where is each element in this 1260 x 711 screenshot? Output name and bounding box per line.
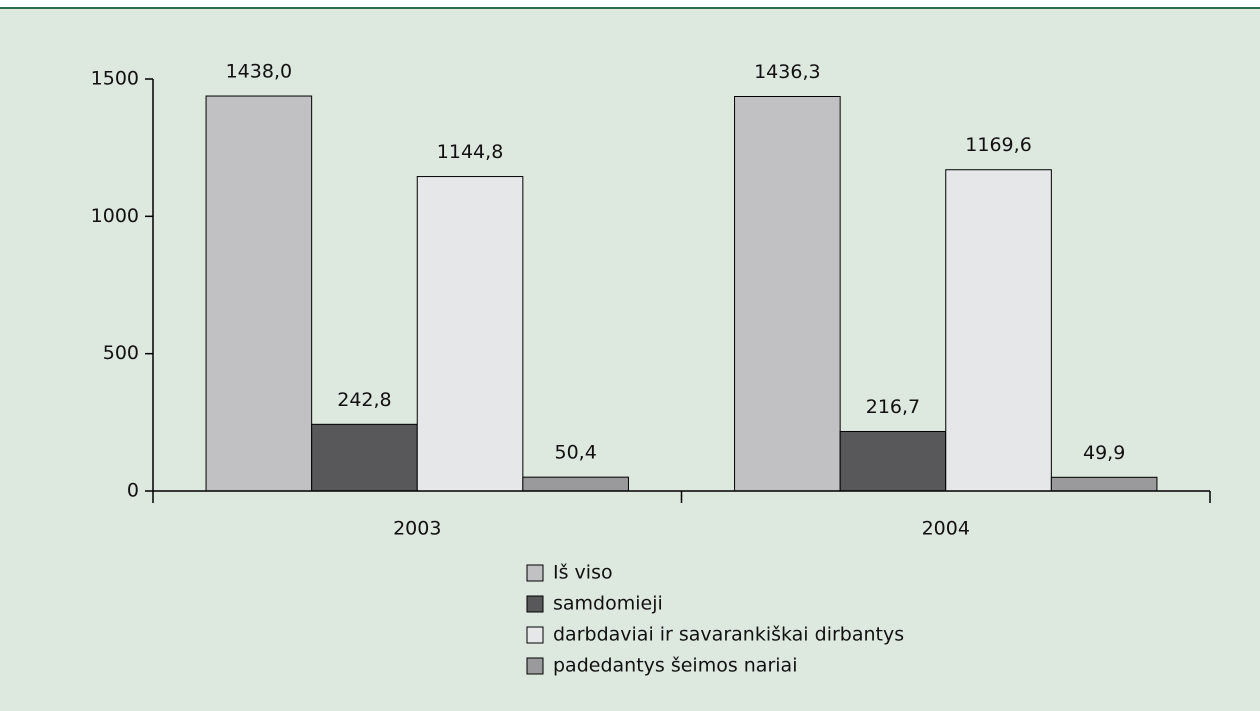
legend-swatch [526, 564, 544, 582]
value-label: 1436,3 [754, 61, 820, 83]
legend-label: Iš viso [553, 562, 613, 584]
value-label: 1169,6 [965, 134, 1031, 156]
y-tick-label: 1000 [91, 205, 139, 227]
bar [734, 95, 841, 492]
value-label: 242,8 [337, 389, 391, 411]
x-tick-label: 2003 [393, 518, 441, 540]
value-label: 1144,8 [437, 141, 503, 163]
legend-label: darbdaviai ir savarankiškai dirbantys [553, 624, 904, 646]
legend-swatch [526, 657, 544, 675]
y-tick-label: 1500 [91, 68, 139, 90]
bar [945, 169, 1052, 492]
x-tick-label: 2004 [922, 518, 970, 540]
legend-label: padedantys šeimos nariai [553, 655, 797, 677]
bar [205, 95, 313, 492]
bar [522, 476, 629, 492]
value-label: 216,7 [866, 396, 920, 418]
bar [311, 423, 418, 492]
y-tick-label: 500 [103, 342, 139, 364]
value-label: 1438,0 [226, 61, 292, 83]
y-tick-label: 0 [127, 480, 139, 502]
legend-label: samdomieji [553, 593, 663, 615]
legend-swatch [526, 626, 544, 644]
value-label: 50,4 [554, 442, 596, 464]
bar [416, 176, 524, 492]
value-label: 49,9 [1083, 442, 1125, 464]
bar [1050, 476, 1158, 492]
legend-swatch [526, 595, 544, 613]
bar [839, 430, 947, 492]
